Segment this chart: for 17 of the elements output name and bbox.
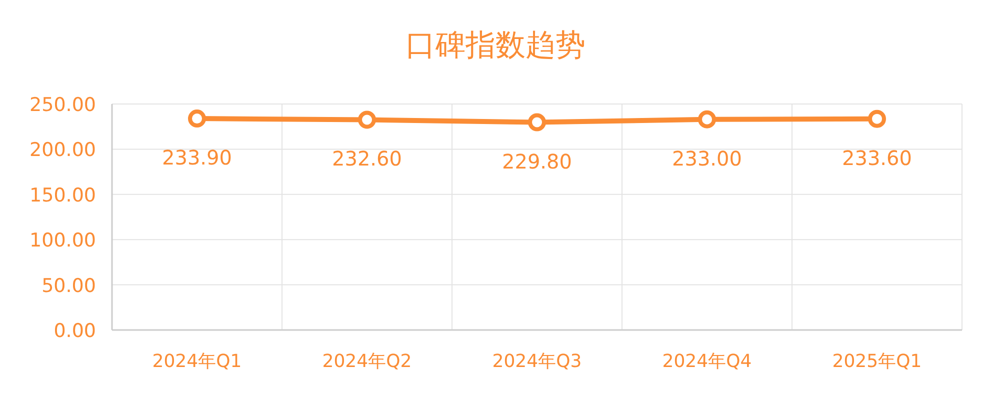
chart-title: 口碑指数趋势: [406, 28, 586, 63]
x-tick-label: 2024年Q4: [662, 351, 752, 372]
y-tick-label: 250.00: [30, 94, 96, 116]
x-tick-label: 2024年Q1: [152, 351, 242, 372]
data-label: 229.80: [502, 149, 572, 174]
data-label: 233.60: [842, 146, 912, 170]
data-label: 233.00: [672, 146, 742, 170]
x-tick-label: 2024年Q3: [492, 351, 582, 372]
y-tick-label: 100.00: [30, 230, 96, 252]
y-tick-label: 50.00: [42, 274, 96, 297]
y-tick-label: 0.00: [54, 320, 96, 342]
x-tick-label: 2025年Q1: [832, 351, 922, 372]
y-tick-label: 150.00: [30, 184, 96, 206]
y-tick-label: 200.00: [30, 139, 96, 162]
data-label: 233.90: [162, 146, 232, 170]
x-tick-label: 2024年Q2: [322, 351, 412, 372]
data-label: 232.60: [332, 146, 402, 171]
